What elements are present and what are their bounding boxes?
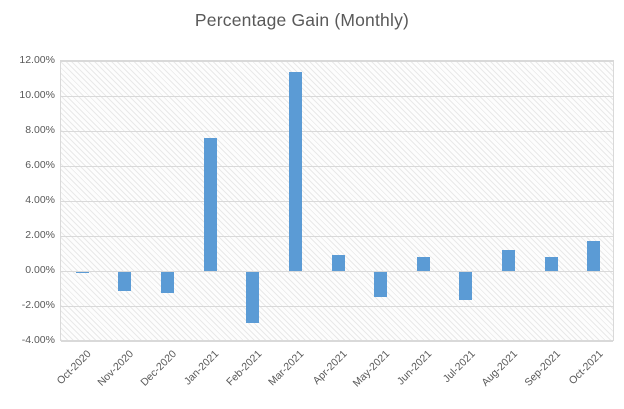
- bar-nov-2020: [118, 272, 132, 292]
- plot-area: [60, 60, 614, 342]
- bar-sep-2021: [544, 257, 558, 271]
- bar-may-2021: [374, 272, 388, 297]
- x-tick-label: Mar-2021: [266, 348, 307, 389]
- x-tick-label: Jun-2021: [395, 348, 435, 388]
- x-tick-label: Jul-2021: [440, 348, 478, 385]
- gridline: [61, 236, 613, 237]
- bar-oct-2020: [75, 272, 89, 274]
- x-tick-label: Feb-2021: [223, 348, 265, 389]
- x-tick-label: Sep-2021: [521, 348, 563, 389]
- x-tick-label: Oct-2020: [54, 348, 94, 388]
- x-tick-label: May-2021: [350, 348, 393, 390]
- chart-title: Percentage Gain (Monthly): [194, 10, 410, 30]
- x-tick-label: Jan-2021: [182, 348, 222, 388]
- gridline: [61, 306, 613, 307]
- y-tick-label: 12.00%: [19, 54, 55, 66]
- y-tick-label: 4.00%: [25, 194, 55, 206]
- bar-dec-2020: [161, 272, 175, 293]
- gridline: [61, 61, 613, 62]
- y-tick-label: 6.00%: [25, 159, 55, 171]
- bar-oct-2021: [587, 241, 601, 271]
- gridline: [61, 166, 613, 167]
- gridline: [61, 341, 613, 342]
- x-tick-label: Aug-2021: [479, 348, 520, 389]
- bar-feb-2021: [246, 272, 260, 323]
- bar-jul-2021: [459, 272, 473, 300]
- y-tick-label: 10.00%: [19, 89, 55, 101]
- gridline: [61, 201, 613, 202]
- bar-apr-2021: [331, 255, 345, 271]
- y-tick-label: -2.00%: [21, 299, 55, 311]
- bar-aug-2021: [501, 250, 515, 271]
- y-tick-label: -4.00%: [21, 334, 55, 346]
- x-tick-label: Dec-2020: [138, 348, 180, 389]
- gridline: [61, 131, 613, 132]
- x-tick-label: Nov-2020: [95, 348, 137, 389]
- y-tick-label: 8.00%: [25, 124, 55, 136]
- x-tick-label: Oct-2021: [566, 348, 606, 388]
- gridline: [61, 96, 613, 97]
- x-tick-label: Apr-2021: [310, 348, 350, 388]
- bar-jan-2021: [203, 138, 217, 271]
- gridline: [61, 271, 613, 272]
- bar-mar-2021: [288, 71, 302, 271]
- y-tick-label: 0.00%: [25, 264, 55, 276]
- bar-jun-2021: [416, 257, 430, 271]
- y-tick-label: 2.00%: [25, 229, 55, 241]
